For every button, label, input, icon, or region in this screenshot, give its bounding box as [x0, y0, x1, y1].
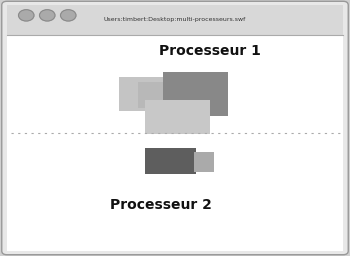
Bar — [138, 82, 186, 108]
Bar — [145, 148, 196, 174]
Bar — [7, 5, 343, 35]
Bar — [163, 72, 228, 116]
Circle shape — [19, 10, 34, 21]
Bar — [145, 100, 210, 134]
Text: Processeur 2: Processeur 2 — [110, 198, 212, 212]
Bar — [7, 35, 343, 251]
Bar — [194, 152, 214, 172]
Text: Users:timbert:Desktop:multi-processeurs.swf: Users:timbert:Desktop:multi-processeurs.… — [104, 17, 246, 22]
Circle shape — [40, 10, 55, 21]
Bar — [119, 77, 166, 111]
Text: Processeur 1: Processeur 1 — [159, 44, 261, 58]
Circle shape — [61, 10, 76, 21]
